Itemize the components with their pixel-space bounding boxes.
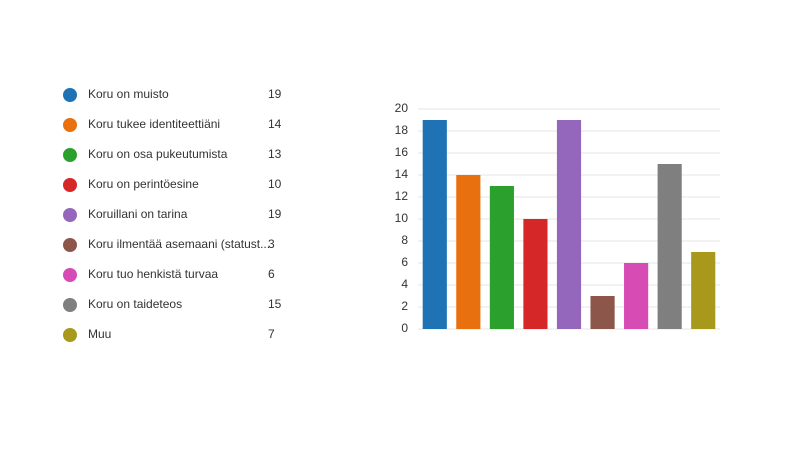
legend-value: 13 — [268, 147, 282, 161]
legend-swatch — [63, 178, 77, 192]
bar — [456, 175, 481, 329]
y-tick-label: 0 — [401, 321, 408, 335]
bar — [489, 186, 514, 329]
y-tick-label: 12 — [395, 189, 409, 203]
y-tick-label: 8 — [401, 233, 408, 247]
legend-value: 14 — [268, 117, 282, 131]
legend-swatch — [63, 238, 77, 252]
y-tick-label: 20 — [395, 101, 409, 115]
y-tick-label: 14 — [395, 167, 409, 181]
bar — [556, 120, 582, 329]
legend-swatch — [63, 208, 77, 222]
legend-label: Koru on taideteos — [88, 297, 182, 311]
legend-label: Koruillani on tarina — [88, 207, 188, 221]
legend-label: Koru on perintöesine — [88, 177, 199, 191]
bar — [691, 252, 716, 329]
legend-swatch — [63, 298, 77, 312]
legend-value: 19 — [268, 207, 282, 221]
y-tick-label: 2 — [401, 299, 408, 313]
y-tick-label: 18 — [395, 123, 409, 137]
y-tick-label: 6 — [401, 255, 408, 269]
legend-value: 6 — [268, 267, 275, 281]
legend-value: 19 — [268, 87, 282, 101]
legend-swatch — [63, 268, 77, 282]
legend-swatch — [63, 328, 77, 342]
bar — [624, 263, 649, 329]
bar — [523, 219, 548, 329]
legend-label: Koru on osa pukeutumista — [88, 147, 228, 161]
legend-label: Koru on muisto — [88, 87, 169, 101]
legend-value: 3 — [268, 237, 275, 251]
y-tick-label: 10 — [395, 211, 409, 225]
legend-label: Koru ilmentää asemaani (statust... — [88, 237, 270, 251]
legend-value: 15 — [268, 297, 282, 311]
legend-swatch — [63, 88, 77, 102]
legend-label: Koru tukee identiteettiäni — [88, 117, 220, 131]
y-tick-label: 4 — [401, 277, 408, 291]
legend-value: 10 — [268, 177, 282, 191]
legend-value: 7 — [268, 327, 275, 341]
legend-swatch — [63, 118, 77, 132]
bar — [422, 120, 447, 329]
legend-label: Muu — [88, 327, 111, 341]
legend-label: Koru tuo henkistä turvaa — [88, 267, 218, 281]
bar — [590, 296, 615, 329]
legend-swatch — [63, 148, 77, 162]
y-tick-label: 16 — [395, 145, 409, 159]
bar — [657, 164, 682, 329]
